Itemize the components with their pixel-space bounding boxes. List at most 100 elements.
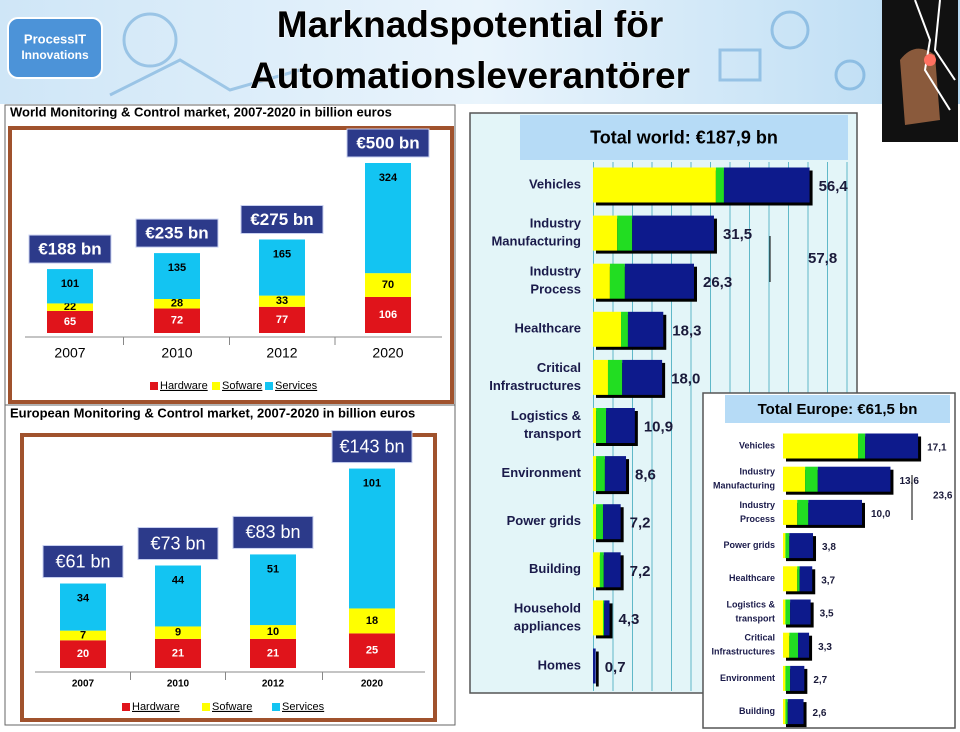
x-tick-label: 2020 [372,345,403,361]
total-label: 7,2 [630,515,651,532]
total-label-box [240,205,324,234]
category-label: Logistics & [726,599,775,609]
bar-segment [593,408,597,443]
bar-segment [783,533,786,559]
bar-segment [596,408,607,443]
annotation: 57,8 [808,250,837,267]
category-label: Infrastructures [489,378,581,393]
bar-segment [799,566,813,592]
category-label: Healthcare [515,321,581,336]
category-label: Process [740,514,775,524]
legend-swatch [150,382,158,390]
legend-label: Services [275,380,318,392]
bar-segment [797,499,809,525]
bar-segment [783,699,786,725]
bar-segment [865,433,919,459]
bar-segment [783,632,790,658]
category-label: Industry [530,216,582,231]
bar-segment [259,295,305,307]
category-label: Vehicles [529,176,581,191]
x-tick-label: 2012 [266,345,297,361]
total-label: 3,7 [821,575,835,586]
value-label: 33 [276,295,288,307]
total-label: 2,7 [813,675,827,686]
bar-segment [47,310,93,333]
value-label: 135 [168,262,186,274]
bar-segment [154,308,200,333]
category-label: Logistics & [511,408,581,423]
x-tick-label: 2007 [54,345,85,361]
legend-label: Hardware [132,701,180,713]
slide-title: Automationsleverantörer [250,55,690,96]
total-label: €235 bn [145,224,208,243]
category-label: Power grids [723,540,775,550]
total-label: €143 bn [339,436,404,456]
bar-segment [785,599,791,625]
category-label: appliances [514,618,581,633]
total-label: 13,6 [899,476,919,487]
bar-segment [593,359,608,395]
legend-swatch [212,382,220,390]
bar-segment [723,167,810,203]
total-label-box [331,430,413,464]
bar-segment [783,599,786,625]
bar-segment [365,296,411,333]
bar-segment [609,263,625,299]
total-label: 7,2 [630,563,651,580]
bar-segment [365,273,411,297]
category-label: Homes [538,657,581,672]
bar-segment [858,433,866,459]
total-label: €500 bn [356,133,419,152]
logo-box [7,17,103,79]
bar-segment [797,566,800,592]
bar-segment [790,665,805,691]
legend-label: Services [282,701,325,713]
bar-segment [624,263,694,299]
value-label: 324 [379,172,398,184]
x-tick-label: 2020 [361,679,384,690]
legend-swatch [265,382,273,390]
total-label: 0,7 [605,659,626,676]
value-label: 7 [80,629,86,641]
value-label: 65 [64,316,76,328]
bar-segment [259,239,305,296]
category-label: Power grids [507,513,581,528]
total-label: 8,6 [635,467,656,484]
bar-segment [593,311,622,347]
total-label: 31,5 [723,226,752,243]
category-label: Environment [720,673,775,683]
value-label: 101 [363,477,381,489]
bar-segment [259,306,305,333]
total-label-box [135,218,219,248]
bar-segment [785,699,788,725]
total-label-box [42,545,124,579]
bar-segment [604,600,610,636]
category-label: Infrastructures [711,647,775,657]
value-label: 34 [77,592,90,604]
bar-segment [60,630,106,641]
bar-segment [785,665,791,691]
total-label: 3,3 [818,642,832,653]
chart-title: European Monitoring & Control market, 20… [10,405,415,420]
total-label: €73 bn [150,533,205,553]
bar-segment [783,566,798,592]
bar-segment [250,554,296,626]
bar-segment [60,640,106,668]
value-label: 21 [172,647,184,659]
bar-segment [47,303,93,311]
x-tick-label: 2007 [72,679,95,690]
value-label: 21 [267,647,279,659]
bar-segment [602,504,621,540]
total-label: 10,0 [871,509,891,520]
total-label: 10,9 [644,418,673,435]
total-label: €188 bn [38,240,101,259]
chart-title: World Monitoring & Control market, 2007-… [10,104,392,119]
bar-segment [621,311,628,347]
chart-title-box [725,395,950,423]
bar-segment [349,633,395,668]
bar-segment [783,466,806,492]
bar-segment [798,632,810,658]
bar-segment [154,299,200,309]
